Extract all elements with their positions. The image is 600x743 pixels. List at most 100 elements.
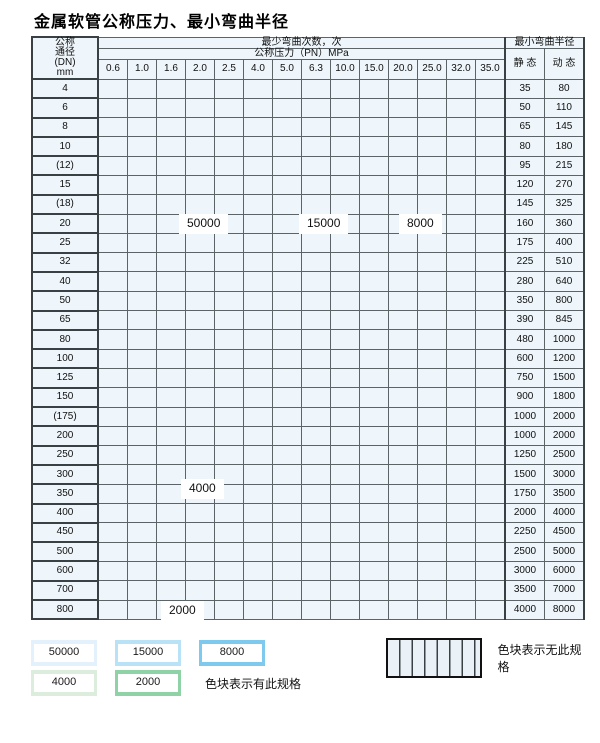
spec-cell	[417, 560, 447, 582]
radius-dynamic-value: 2000	[544, 425, 585, 447]
spec-cell	[301, 522, 331, 543]
spec-cell	[127, 464, 157, 485]
spec-cell	[214, 194, 244, 215]
spec-cell	[272, 271, 302, 292]
spec-cell	[417, 290, 447, 312]
radius-dynamic-value: 80	[544, 78, 585, 99]
spec-cell	[388, 310, 418, 331]
header-row-pressures: 0.6 1.0 1.6 2.0 2.5 4.0 5.0 6.3 10.0 15.0 20.0 25.0…	[32, 58, 584, 80]
spec-cell	[330, 78, 360, 99]
table-row: 450 2250 4500	[31, 521, 585, 544]
spec-cell	[127, 406, 157, 427]
spec-cell	[475, 599, 506, 620]
spec-cell	[330, 174, 360, 196]
table-row: 500 2500 5000	[31, 541, 585, 563]
spec-cell	[214, 290, 244, 312]
pressure-column-header: 32.0	[446, 58, 476, 80]
spec-cell	[388, 522, 418, 543]
spec-cell	[446, 387, 476, 408]
spec-cell	[185, 406, 215, 427]
radius-dynamic-value: 4500	[544, 522, 585, 543]
spec-cell	[243, 560, 273, 582]
radius-static-value: 1500	[504, 464, 545, 485]
spec-cell	[185, 387, 215, 408]
spec-cell	[417, 464, 447, 485]
spec-cell	[97, 560, 128, 582]
dn-label: 20	[31, 213, 99, 235]
spec-cell	[97, 194, 128, 215]
radius-dynamic-value: 1000	[544, 329, 585, 350]
unavailable-swatch	[386, 638, 482, 678]
spec-cell	[446, 174, 476, 196]
spec-cell	[97, 136, 128, 157]
spec-cell	[446, 271, 476, 292]
spec-cell	[417, 445, 447, 466]
spec-cell	[127, 155, 157, 176]
spec-cell	[330, 97, 360, 119]
spec-cell	[475, 290, 506, 312]
table-row: (12) 95 215	[31, 155, 585, 177]
spec-cell	[272, 194, 302, 215]
spec-cell	[243, 599, 273, 620]
spec-cell	[330, 541, 360, 562]
spec-cell	[127, 271, 157, 292]
radius-static-value: 480	[504, 329, 545, 350]
spec-cell	[214, 252, 244, 273]
spec-cell	[156, 348, 186, 369]
spec-cell	[243, 348, 273, 369]
radius-dynamic-value: 640	[544, 271, 585, 292]
spec-cell	[359, 464, 389, 485]
spec-cell	[446, 194, 476, 215]
radius-static-value: 95	[504, 155, 545, 176]
spec-cell	[475, 503, 506, 524]
spec-cell	[388, 599, 418, 620]
radius-static-value: 120	[504, 174, 545, 196]
spec-cell	[475, 522, 506, 543]
spec-cell	[330, 406, 360, 427]
spec-cell	[446, 213, 476, 234]
spec-cell	[388, 155, 418, 176]
header-pressure: 公称压力（PN）MPa	[97, 47, 506, 60]
dn-label: 500	[31, 541, 99, 563]
grid-callout-label: 8000	[399, 214, 442, 234]
spec-cell	[301, 387, 331, 408]
spec-cell	[388, 348, 418, 369]
dn-label: 80	[31, 328, 99, 351]
spec-cell	[185, 329, 215, 350]
spec-cell	[243, 155, 273, 176]
table-row: 32 225 510	[31, 251, 585, 273]
spec-cell	[185, 522, 215, 543]
spec-cell	[243, 425, 273, 447]
spec-cell	[272, 290, 302, 312]
spec-cell	[301, 580, 331, 601]
spec-cell	[214, 329, 244, 350]
legend-swatch: 8000	[199, 640, 265, 666]
spec-cell	[243, 541, 273, 562]
spec-cell	[388, 232, 418, 254]
table-row: 800 4000 8000	[31, 599, 585, 621]
radius-dynamic-value: 145	[544, 117, 585, 138]
spec-cell	[156, 367, 186, 389]
spec-cell	[272, 117, 302, 138]
spec-cell	[417, 580, 447, 601]
spec-cell	[97, 445, 128, 466]
spec-cell	[475, 194, 506, 215]
spec-cell	[127, 78, 157, 99]
spec-cell	[475, 155, 506, 176]
radius-static-value: 35	[504, 78, 545, 99]
spec-cell	[388, 367, 418, 389]
spec-cell	[127, 310, 157, 331]
spec-cell	[272, 503, 302, 524]
spec-cell	[272, 387, 302, 408]
spec-cell	[475, 483, 506, 505]
spec-cell	[156, 560, 186, 582]
spec-cell	[185, 367, 215, 389]
pressure-column-header: 6.3	[301, 58, 331, 80]
spec-cell	[359, 503, 389, 524]
spec-cell	[156, 78, 186, 99]
table-row: 125 750 1500	[31, 367, 585, 389]
spec-table-container: 公称 通径 (DN) mm 最少弯曲次数，次 最小弯曲半径 公称压力（PN）MP…	[31, 36, 585, 621]
spec-cell	[417, 367, 447, 389]
radius-dynamic-value: 7000	[544, 580, 585, 601]
spec-cell	[475, 174, 506, 196]
